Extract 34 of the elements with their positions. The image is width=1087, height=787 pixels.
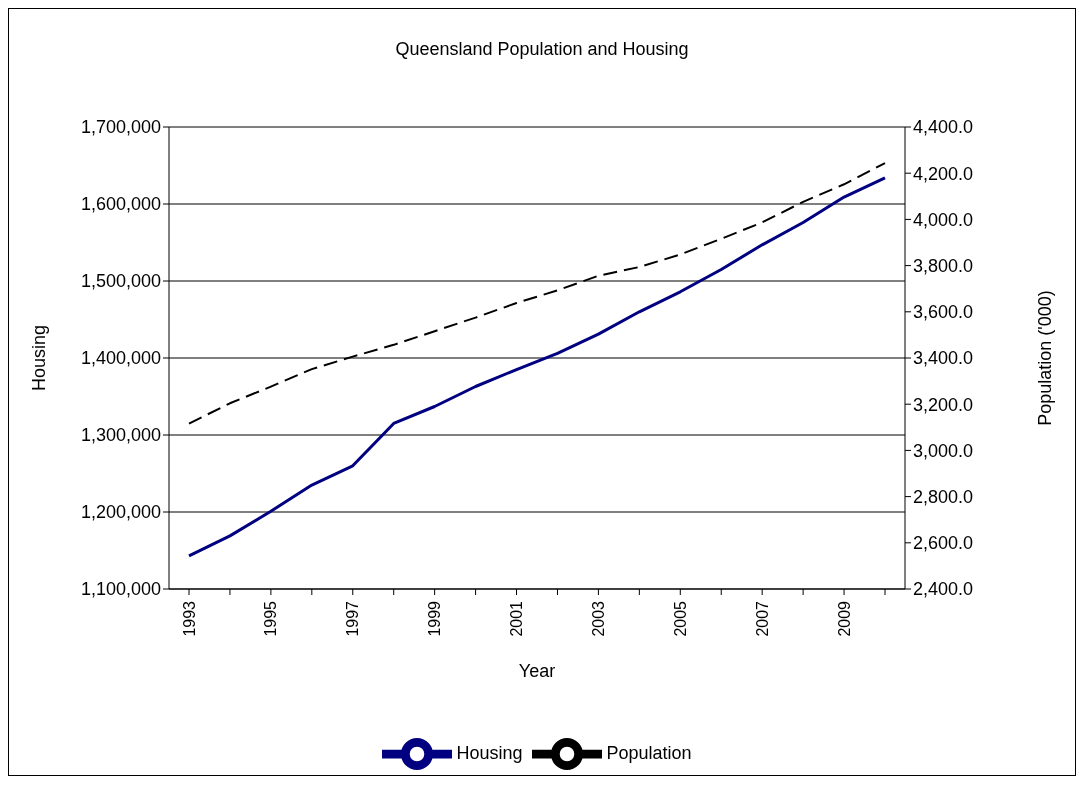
x-tick-label: 1993 — [180, 600, 198, 637]
x-tick-label: 2003 — [589, 600, 607, 637]
y-tick-label: 1,300,000 — [80, 425, 161, 446]
x-tick-label: 2009 — [835, 600, 853, 637]
y-tick-label: 1,400,000 — [80, 348, 161, 369]
x-tick-label: 1997 — [344, 600, 362, 637]
y2-tick-label: 3,200.0 — [913, 394, 974, 415]
y2-tick-label: 2,800.0 — [913, 486, 974, 507]
line-series — [187, 176, 887, 558]
x-tick-label: 1995 — [262, 600, 280, 637]
y2-axis-title: Population ('000) — [1035, 290, 1056, 426]
y2-tick-label: 2,400.0 — [913, 579, 974, 600]
x-tick-label: 2001 — [508, 600, 526, 637]
y2-tick-label: 3,400.0 — [913, 348, 974, 369]
y-tick-label: 1,100,000 — [80, 579, 161, 600]
y2-tick-label: 3,000.0 — [913, 440, 974, 461]
y-tick-label: 1,700,000 — [80, 117, 161, 138]
y-tick-label: 1,600,000 — [80, 194, 161, 215]
y-tick-label: 1,200,000 — [80, 502, 161, 523]
y-axis-title: Housing — [29, 324, 50, 392]
y2-tick-label: 2,600.0 — [913, 533, 974, 554]
chart-title: Queensland Population and Housing — [394, 38, 690, 61]
y2-tick-label: 4,000.0 — [913, 209, 974, 230]
x-tick-label: 2007 — [753, 600, 771, 637]
legend-label: Population — [606, 742, 692, 763]
x-tick-label: 1999 — [426, 600, 444, 637]
legend-label: Housing — [456, 742, 523, 763]
x-axis-title: Year — [518, 661, 556, 681]
y2-tick-label: 4,200.0 — [913, 163, 974, 184]
x-tick-label: 2005 — [671, 600, 689, 637]
y2-tick-label: 3,600.0 — [913, 302, 974, 323]
y-tick-label: 1,500,000 — [80, 271, 161, 292]
y2-tick-label: 3,800.0 — [913, 255, 974, 276]
y2-tick-label: 4,400.0 — [913, 117, 974, 138]
